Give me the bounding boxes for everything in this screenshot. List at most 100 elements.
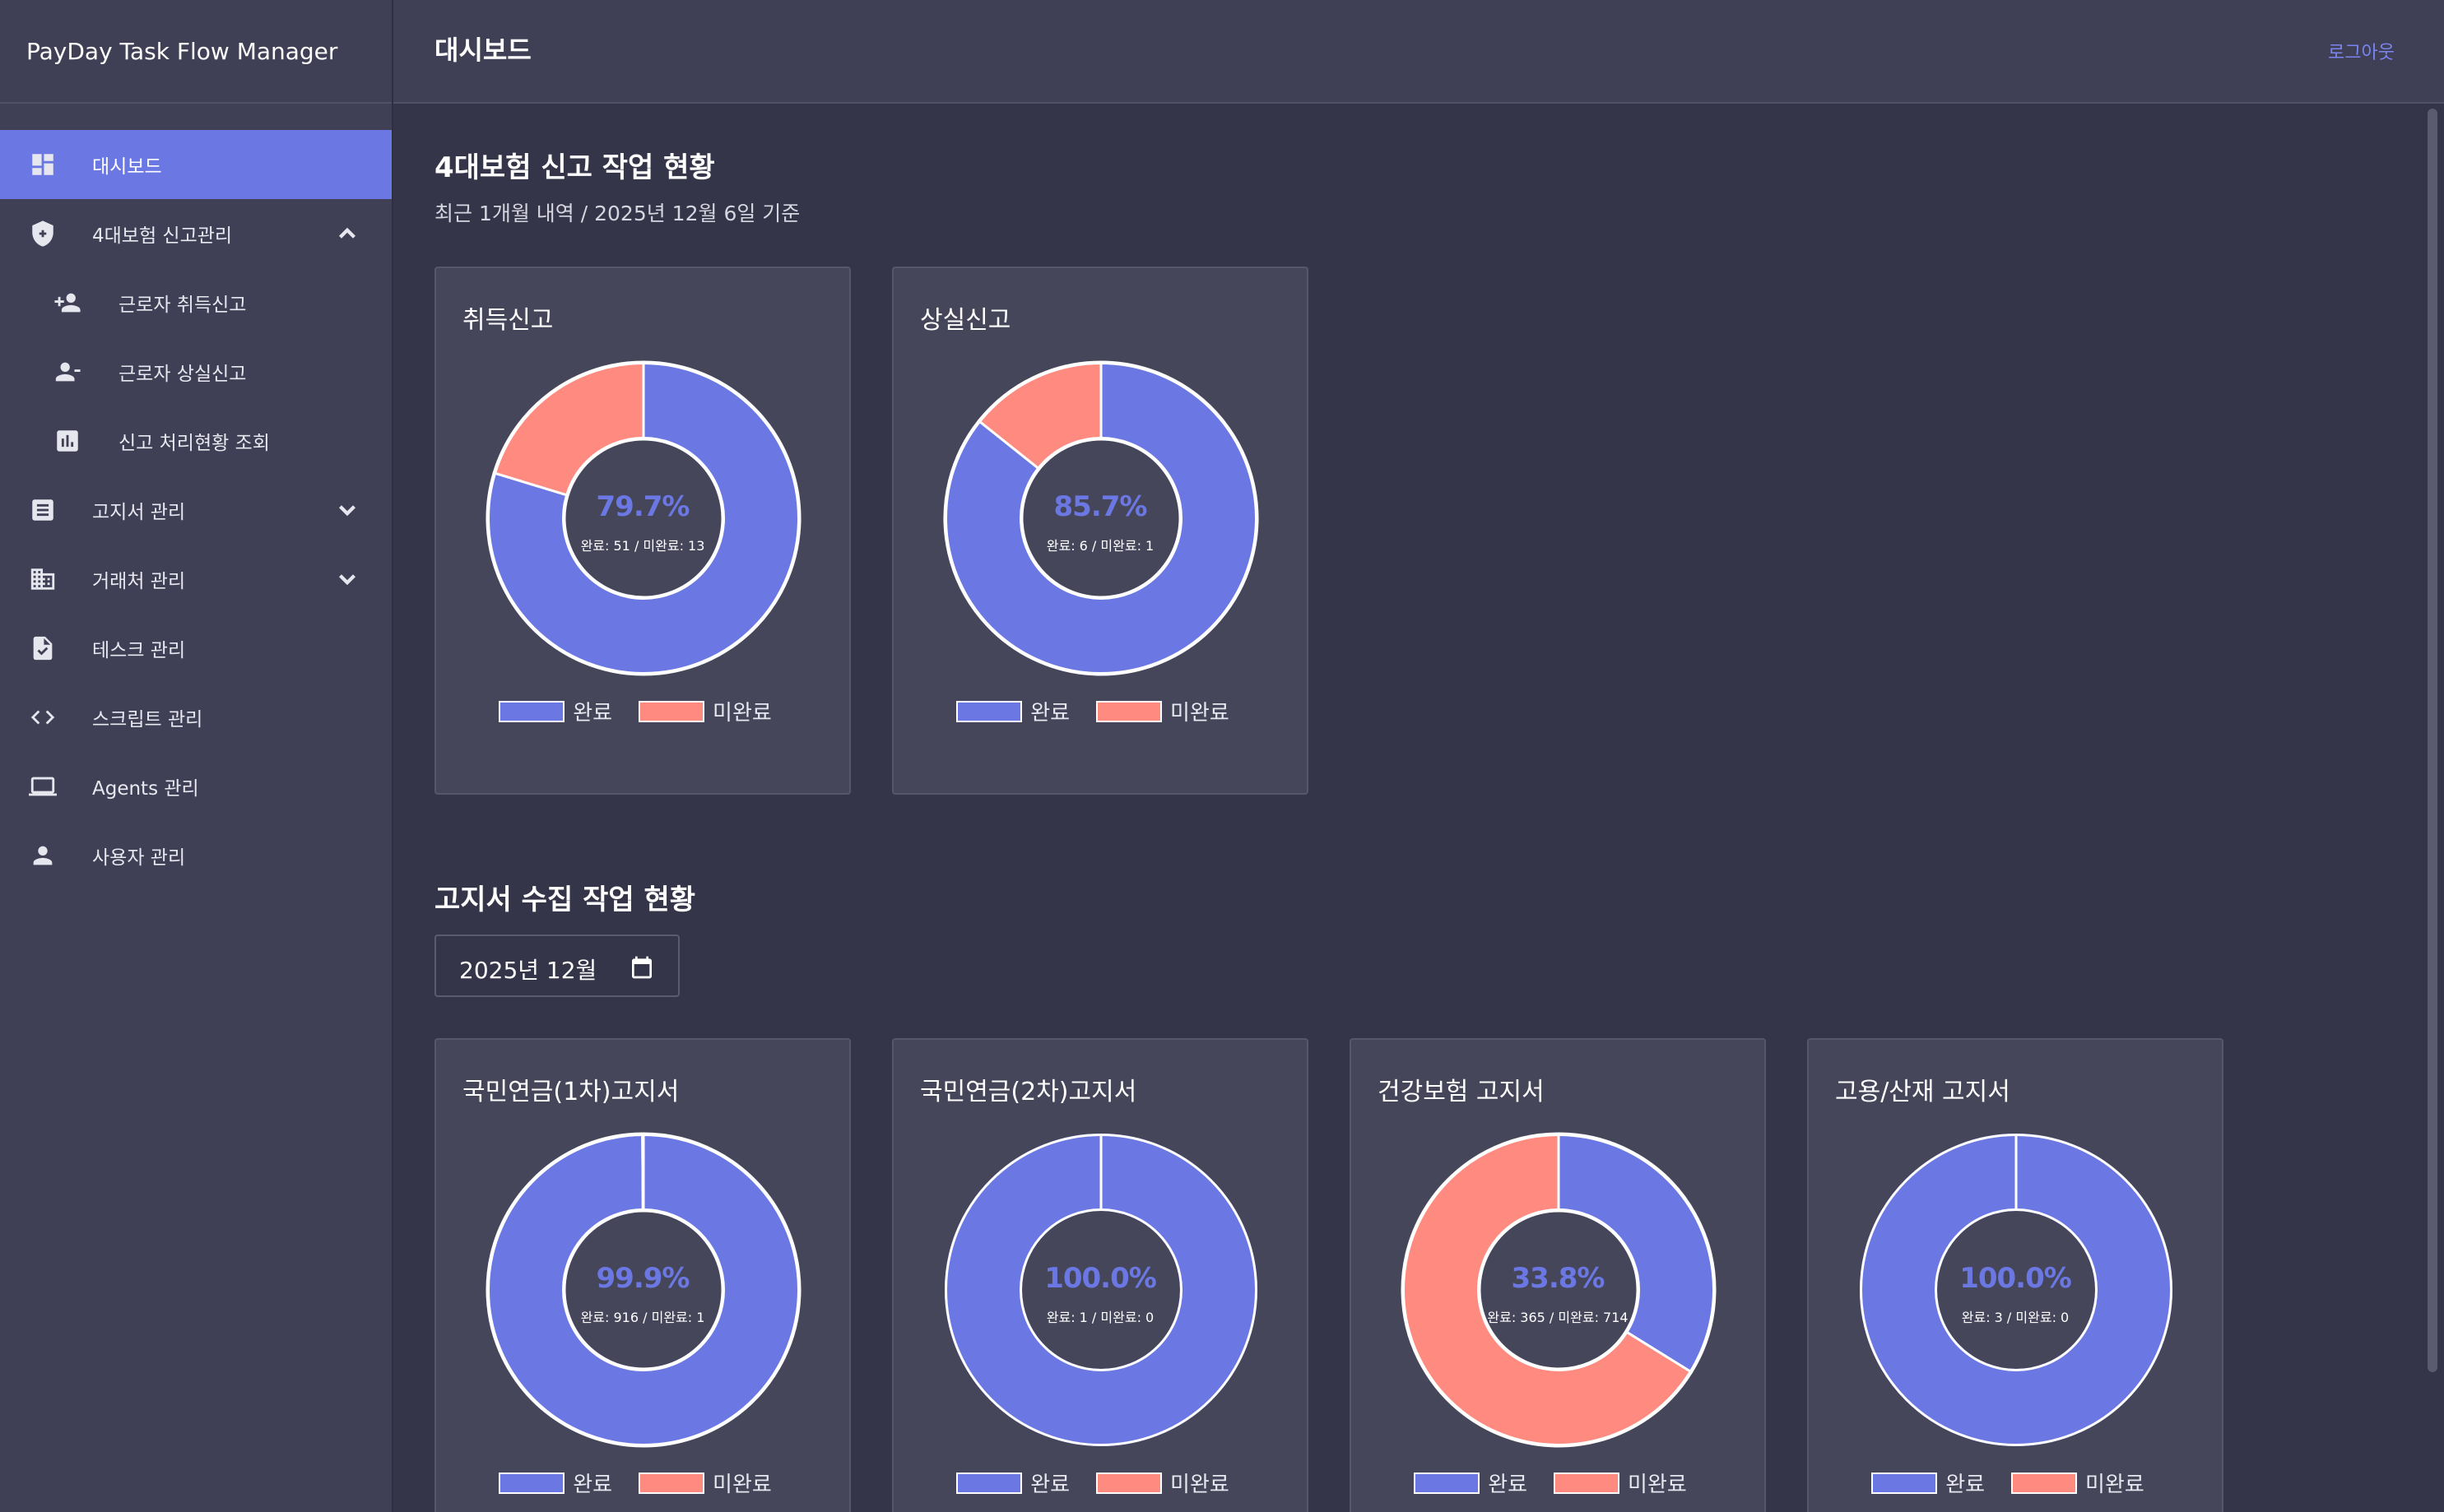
chevron-down-icon[interactable]: [332, 564, 362, 594]
legend-item-undone[interactable]: 미완료: [639, 1468, 772, 1498]
month-picker-input[interactable]: 2025년 12월: [434, 935, 680, 997]
legend-label-done: 완료: [573, 1473, 613, 1497]
sidebar-item-report-status[interactable]: 신고 처리현황 조회: [0, 406, 392, 475]
sidebar-item-label: 신고 처리현황 조회: [118, 433, 270, 454]
donut-inner-ring: [1020, 437, 1183, 600]
laptop-icon: [28, 772, 58, 801]
completion-counts: 완료: 51 / 미완료: 13: [580, 538, 705, 554]
chart-title: 고용/산재 고지서: [1835, 1078, 2010, 1106]
app-title: PayDay Task Flow Manager: [26, 37, 338, 65]
task-icon: [28, 633, 58, 663]
completion-counts: 완료: 1 / 미완료: 0: [1046, 1310, 1155, 1325]
completion-counts: 완료: 3 / 미완료: 0: [1961, 1310, 2070, 1325]
legend-item-done[interactable]: 완료: [499, 696, 612, 726]
legend-swatch-undone: [2011, 1472, 2078, 1494]
legend-swatch-done: [956, 1472, 1023, 1494]
list-icon: [28, 495, 58, 525]
completion-percent: 100.0%: [1959, 1262, 2072, 1295]
legend-item-done[interactable]: 완료: [499, 1468, 612, 1498]
legend-label-done: 완료: [1030, 701, 1071, 726]
donut-inner-ring: [1935, 1208, 2098, 1371]
legend-item-undone[interactable]: 미완료: [639, 696, 772, 726]
donut-outer-ring: [487, 362, 800, 675]
sidebar-item-tasks[interactable]: 테스크 관리: [0, 614, 392, 683]
chart-legend: 완료 미완료: [894, 696, 1307, 726]
dashboard-icon: [28, 150, 58, 179]
sidebar-item-label: 스크립트 관리: [92, 709, 203, 730]
legend-swatch-undone: [639, 700, 705, 722]
slice-undone[interactable]: [641, 1132, 645, 1213]
chart-card-pension-2: 국민연금(2차)고지서 100.0% 완료: 1 / 미완료: 0 완료 미완료: [892, 1038, 1308, 1512]
building-icon: [28, 564, 58, 594]
legend-label-done: 완료: [573, 701, 613, 726]
donut-inner-ring: [562, 437, 725, 600]
legend-label-undone: 미완료: [2085, 1473, 2144, 1497]
code-icon: [28, 703, 58, 732]
slice-done[interactable]: [1557, 1132, 1717, 1374]
legend-swatch-done: [499, 700, 565, 722]
legend-label-undone: 미완료: [713, 701, 772, 726]
donut-inner-ring: [562, 1208, 725, 1371]
main-scrollbar[interactable]: [2428, 109, 2437, 1372]
sidebar: PayDay Task Flow Manager 대시보드 4대보험 신고관리: [0, 0, 393, 1512]
chart-card-loss: 상실신고 85.7% 완료: 6 / 미완료: 1 완료 미완료: [892, 267, 1308, 795]
sidebar-item-label: 근로자 상실신고: [118, 364, 247, 385]
app-brand[interactable]: PayDay Task Flow Manager: [0, 0, 392, 104]
legend-item-done[interactable]: 완료: [1414, 1468, 1527, 1498]
donut-outer-ring: [487, 1134, 800, 1446]
sidebar-item-insurance-reports[interactable]: 4대보험 신고관리: [0, 199, 392, 268]
chart-title: 취득신고: [462, 306, 554, 335]
sidebar-item-dashboard[interactable]: 대시보드: [0, 130, 392, 199]
chart-legend: 완료 미완료: [1809, 1468, 2222, 1498]
legend-item-undone[interactable]: 미완료: [1554, 1468, 1687, 1498]
legend-swatch-undone: [1554, 1472, 1620, 1494]
completion-percent: 85.7%: [1053, 490, 1148, 523]
legend-label-undone: 미완료: [1170, 701, 1229, 726]
legend-item-done[interactable]: 완료: [1871, 1468, 1985, 1498]
legend-item-done[interactable]: 완료: [956, 1468, 1070, 1498]
sidebar-item-worker-acquisition[interactable]: 근로자 취득신고: [0, 268, 392, 337]
sidebar-item-scripts[interactable]: 스크립트 관리: [0, 683, 392, 752]
notice-section-title: 고지서 수집 작업 현황: [434, 884, 696, 916]
legend-item-undone[interactable]: 미완료: [1096, 1468, 1229, 1498]
legend-item-undone[interactable]: 미완료: [1096, 696, 1229, 726]
chart-card-health: 건강보험 고지서 33.8% 완료: 365 / 미완료: 714 완료 미완료: [1350, 1038, 1766, 1512]
legend-label-undone: 미완료: [713, 1473, 772, 1497]
sidebar-item-label: 대시보드: [92, 156, 162, 178]
sidebar-item-worker-loss[interactable]: 근로자 상실신고: [0, 337, 392, 406]
sidebar-item-agents[interactable]: Agents 관리: [0, 752, 392, 821]
logout-link[interactable]: 로그아웃: [2328, 43, 2395, 63]
legend-label-done: 완료: [1945, 1473, 1986, 1497]
legend-swatch-done: [1414, 1472, 1480, 1494]
donut-chart: [1401, 1132, 1717, 1448]
chart-legend: 완료 미완료: [436, 1468, 849, 1498]
sidebar-item-label: 고지서 관리: [92, 502, 186, 523]
calendar-icon[interactable]: [629, 954, 655, 981]
legend-item-undone[interactable]: 미완료: [2011, 1468, 2144, 1498]
sidebar-item-label: Agents 관리: [92, 778, 199, 800]
chart-card-pension-1: 국민연금(1차)고지서 99.9% 완료: 916 / 미완료: 1 완료 미완…: [434, 1038, 851, 1512]
donut-inner-ring: [1020, 1208, 1183, 1371]
legend-swatch-undone: [1096, 700, 1163, 722]
sidebar-item-clients[interactable]: 거래처 관리: [0, 545, 392, 614]
chevron-up-icon[interactable]: [332, 219, 362, 248]
legend-item-done[interactable]: 완료: [956, 696, 1070, 726]
donut-chart: [945, 1134, 1257, 1446]
chart-title: 건강보험 고지서: [1378, 1078, 1545, 1106]
chart-legend: 완료 미완료: [894, 1468, 1307, 1498]
legend-swatch-undone: [1096, 1472, 1163, 1494]
legend-swatch-done: [499, 1472, 565, 1494]
completion-percent: 100.0%: [1044, 1262, 1157, 1295]
legend-swatch-undone: [639, 1472, 705, 1494]
chevron-down-icon[interactable]: [332, 495, 362, 525]
chart-title: 상실신고: [920, 306, 1011, 335]
insurance-section-title: 4대보험 신고 작업 현황: [434, 151, 715, 184]
chart-legend: 완료 미완료: [436, 696, 849, 726]
sidebar-item-label: 근로자 취득신고: [118, 295, 247, 316]
donut-outer-ring: [1402, 1134, 1715, 1446]
donut-chart: [486, 1132, 802, 1448]
sidebar-item-notices[interactable]: 고지서 관리: [0, 475, 392, 545]
sidebar-item-users[interactable]: 사용자 관리: [0, 821, 392, 890]
legend-label-undone: 미완료: [1170, 1473, 1229, 1497]
